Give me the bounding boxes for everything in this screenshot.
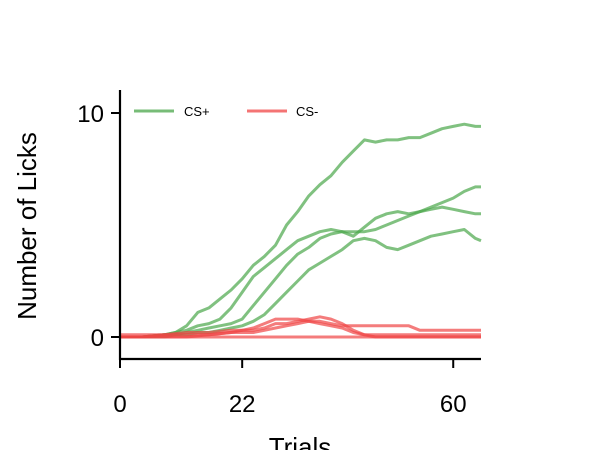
- x-tick-label-2: 60: [440, 391, 467, 418]
- y-tick-label-0: 0: [91, 325, 104, 352]
- y-tick-label-1: 10: [77, 101, 104, 128]
- series-line-cs-minus-6: [120, 315, 481, 337]
- y-axis-title: Number of Licks: [12, 132, 42, 320]
- axes: [118, 90, 481, 361]
- series-line-cs-plus-3: [120, 185, 481, 339]
- legend-label-cs-plus: CS+: [184, 104, 210, 119]
- legend-label-cs-minus: CS-: [296, 104, 318, 119]
- x-tick-label-1: 22: [229, 391, 256, 418]
- x-tick-label-0: 0: [113, 391, 126, 418]
- series-line-cs-plus-1: [120, 122, 481, 339]
- ticks: 0 22 60 0 10: [77, 101, 466, 418]
- x-axis-title: Trials: [269, 432, 332, 450]
- legend: CS+ CS-: [134, 104, 318, 119]
- series-line-cs-plus-2: [120, 205, 481, 339]
- series-layer: [120, 122, 482, 339]
